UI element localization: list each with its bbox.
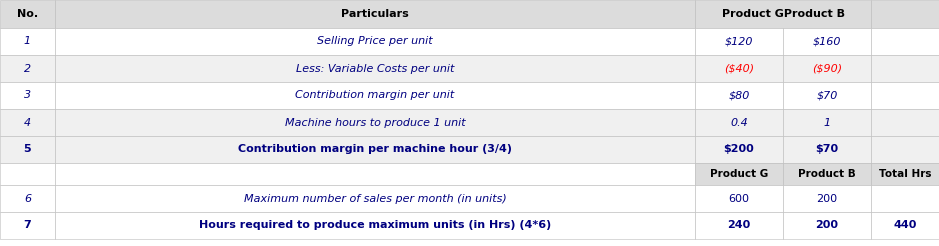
Text: $70: $70 bbox=[815, 144, 839, 154]
Text: ($90): ($90) bbox=[812, 63, 842, 74]
Bar bbox=[0, 163, 55, 185]
Bar bbox=[695, 109, 783, 136]
Bar bbox=[695, 82, 783, 109]
Bar bbox=[871, 185, 939, 212]
Bar bbox=[55, 136, 695, 163]
Bar bbox=[783, 82, 871, 109]
Text: $200: $200 bbox=[724, 144, 754, 154]
Bar bbox=[0, 109, 55, 136]
Bar bbox=[871, 163, 939, 185]
Text: $160: $160 bbox=[813, 36, 841, 46]
Text: 240: 240 bbox=[728, 220, 750, 231]
Bar bbox=[695, 55, 783, 82]
Text: 2: 2 bbox=[23, 63, 31, 74]
Bar bbox=[0, 185, 55, 212]
Text: 4: 4 bbox=[23, 118, 31, 127]
Bar bbox=[55, 82, 695, 109]
Bar bbox=[55, 212, 695, 239]
Text: 200: 200 bbox=[815, 220, 839, 231]
Text: Total Hrs: Total Hrs bbox=[879, 169, 931, 179]
Bar bbox=[783, 212, 871, 239]
Bar bbox=[0, 55, 55, 82]
Bar bbox=[871, 55, 939, 82]
Bar bbox=[695, 163, 783, 185]
Text: 0.4: 0.4 bbox=[731, 118, 747, 127]
Text: Particulars: Particulars bbox=[341, 9, 408, 19]
Bar bbox=[55, 185, 695, 212]
Bar bbox=[783, 109, 871, 136]
Bar bbox=[871, 28, 939, 55]
Text: 1: 1 bbox=[23, 36, 31, 46]
Bar bbox=[783, 55, 871, 82]
Bar bbox=[0, 82, 55, 109]
Bar bbox=[871, 82, 939, 109]
Bar bbox=[0, 212, 55, 239]
Bar bbox=[783, 136, 871, 163]
Text: No.: No. bbox=[17, 9, 38, 19]
Bar bbox=[695, 28, 783, 55]
Bar bbox=[55, 28, 695, 55]
Bar bbox=[783, 185, 871, 212]
Text: Machine hours to produce 1 unit: Machine hours to produce 1 unit bbox=[285, 118, 466, 127]
Text: 1: 1 bbox=[824, 118, 831, 127]
Bar bbox=[55, 109, 695, 136]
Text: Product G: Product G bbox=[710, 169, 768, 179]
Text: 3: 3 bbox=[23, 91, 31, 101]
Bar bbox=[695, 185, 783, 212]
Bar bbox=[695, 136, 783, 163]
Bar bbox=[0, 136, 55, 163]
Text: 7: 7 bbox=[23, 220, 31, 231]
Bar bbox=[55, 55, 695, 82]
Bar bbox=[55, 0, 695, 28]
Bar bbox=[871, 212, 939, 239]
Bar bbox=[55, 163, 695, 185]
Text: Contribution margin per machine hour (3/4): Contribution margin per machine hour (3/… bbox=[238, 144, 512, 154]
Bar bbox=[0, 28, 55, 55]
Text: ($40): ($40) bbox=[724, 63, 754, 74]
Text: Less: Variable Costs per unit: Less: Variable Costs per unit bbox=[296, 63, 454, 74]
Text: $80: $80 bbox=[729, 91, 749, 101]
Bar bbox=[695, 212, 783, 239]
Text: 6: 6 bbox=[23, 194, 31, 203]
Text: 200: 200 bbox=[816, 194, 838, 203]
Text: 5: 5 bbox=[23, 144, 31, 154]
Bar bbox=[871, 0, 939, 28]
Text: $70: $70 bbox=[816, 91, 838, 101]
Bar bbox=[0, 0, 55, 28]
Text: Product GProduct B: Product GProduct B bbox=[721, 9, 844, 19]
Text: Maximum number of sales per month (in units): Maximum number of sales per month (in un… bbox=[243, 194, 506, 203]
Text: $120: $120 bbox=[725, 36, 753, 46]
Text: 600: 600 bbox=[729, 194, 749, 203]
Bar bbox=[783, 28, 871, 55]
Bar bbox=[871, 136, 939, 163]
Bar bbox=[871, 109, 939, 136]
Text: Contribution margin per unit: Contribution margin per unit bbox=[296, 91, 454, 101]
Bar bbox=[783, 163, 871, 185]
Text: Selling Price per unit: Selling Price per unit bbox=[317, 36, 433, 46]
Text: Product B: Product B bbox=[798, 169, 855, 179]
Text: 440: 440 bbox=[893, 220, 916, 231]
Bar bbox=[695, 0, 871, 28]
Text: Hours required to produce maximum units (in Hrs) (4*6): Hours required to produce maximum units … bbox=[199, 220, 551, 231]
